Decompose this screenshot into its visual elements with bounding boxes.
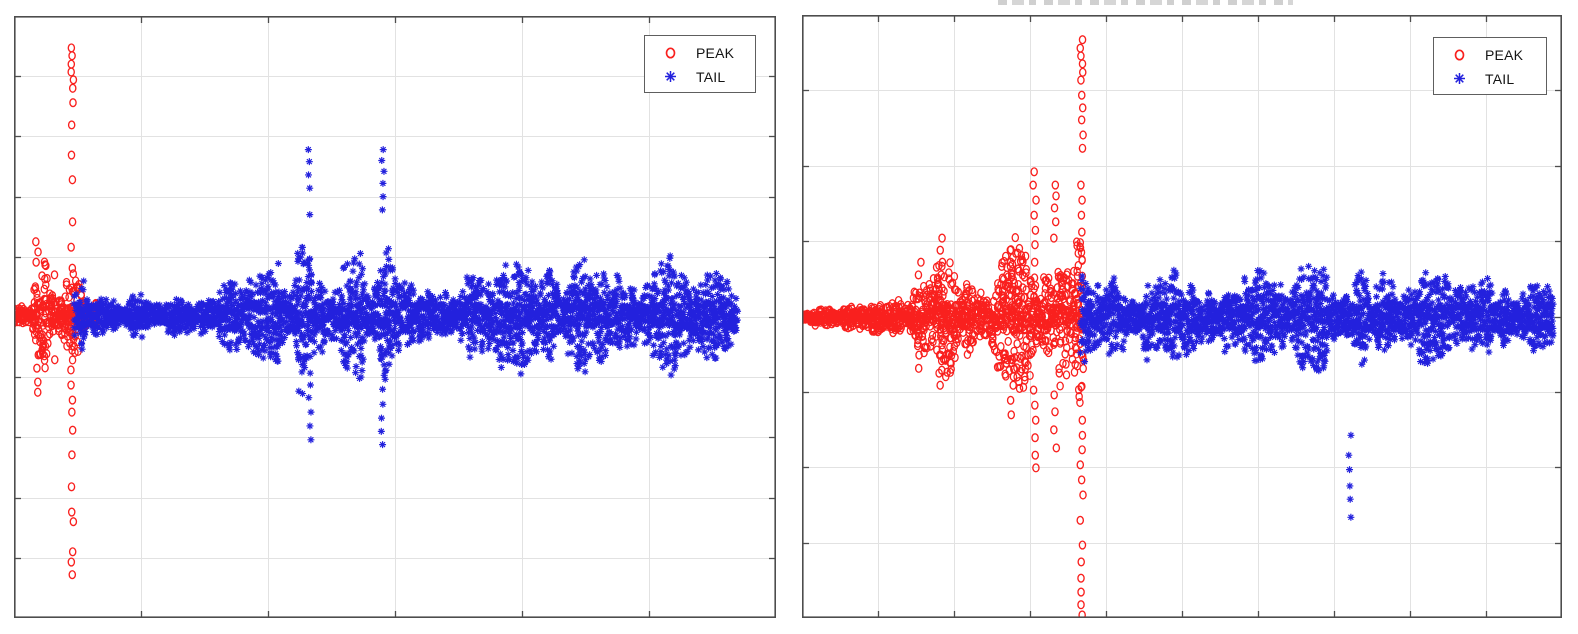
tail-asterisk-icon <box>662 69 679 85</box>
legend-item-tail: TAIL <box>645 66 755 87</box>
legend-item-peak: PEAK <box>645 42 755 63</box>
cropped-title-fragment <box>998 0 1293 5</box>
legend-label-tail: TAIL <box>1485 70 1515 87</box>
peak-circle-icon <box>662 45 679 61</box>
left-plot-canvas <box>14 16 776 618</box>
left-plot: PEAK TAIL <box>14 16 776 618</box>
right-plot-legend: PEAK TAIL <box>1433 37 1547 95</box>
legend-item-peak: PEAK <box>1434 44 1546 65</box>
left-plot-legend: PEAK TAIL <box>644 35 756 93</box>
right-plot: PEAK TAIL <box>802 15 1562 618</box>
legend-label-tail: TAIL <box>696 68 726 85</box>
legend-item-tail: TAIL <box>1434 68 1546 89</box>
peak-circle-icon <box>1451 47 1468 63</box>
tail-asterisk-icon <box>1451 71 1468 87</box>
right-plot-canvas <box>802 15 1562 618</box>
legend-label-peak: PEAK <box>696 44 735 61</box>
legend-label-peak: PEAK <box>1485 46 1524 63</box>
